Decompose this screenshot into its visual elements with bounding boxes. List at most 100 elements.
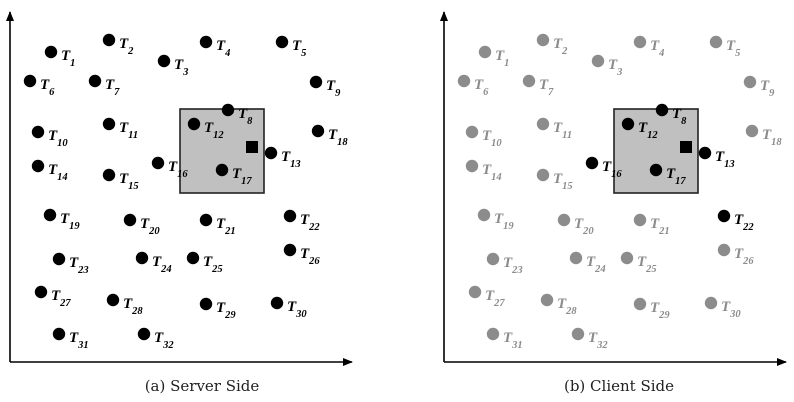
server-point-t17 (215, 163, 229, 177)
client-label-t24: T24 (586, 254, 606, 275)
client-point-t9 (743, 75, 757, 89)
server-label-t23: T23 (69, 255, 89, 276)
client-label-t6: T6 (474, 77, 489, 98)
client-point-t12 (621, 117, 635, 131)
server-label-t11: T11 (119, 120, 138, 141)
client-point-t11 (536, 117, 550, 131)
server-point-t14 (31, 159, 45, 173)
client-point-t7 (522, 74, 536, 88)
server-label-t13: T13 (281, 149, 301, 170)
server-side-caption: (a) Server Side (145, 377, 260, 395)
server-point-t6 (23, 74, 37, 88)
server-label-t14: T14 (48, 162, 68, 183)
client-label-t19: T19 (494, 211, 514, 232)
server-point-t21 (199, 213, 213, 227)
client-label-t22: T22 (734, 212, 754, 233)
client-label-t26: T26 (734, 246, 754, 267)
client-point-t27 (468, 285, 482, 299)
client-point-t13 (698, 146, 712, 160)
server-point-t23 (52, 252, 66, 266)
client-point-t26 (717, 243, 731, 257)
client-label-t2: T2 (553, 36, 568, 57)
server-point-t11 (102, 117, 116, 131)
server-point-t12 (187, 117, 201, 131)
client-point-t2 (536, 33, 550, 47)
client-point-t22 (717, 209, 731, 223)
server-label-t6: T6 (40, 77, 55, 98)
client-label-t9: T9 (760, 78, 775, 99)
client-label-t30: T30 (721, 299, 741, 320)
server-point-t2 (102, 33, 116, 47)
server-label-t4: T4 (216, 38, 230, 59)
client-label-t7: T7 (539, 77, 554, 98)
client-point-t14 (465, 159, 479, 173)
client-point-t31 (486, 327, 500, 341)
client-point-t17 (649, 163, 663, 177)
client-label-t10: T10 (482, 128, 502, 149)
server-point-t32 (137, 327, 151, 341)
server-label-t21: T21 (216, 216, 236, 237)
server-label-t9: T9 (326, 78, 341, 99)
server-label-t32: T32 (154, 330, 174, 351)
server-label-t29: T29 (216, 300, 236, 321)
server-label-t3: T3 (174, 57, 188, 78)
server-label-t20: T20 (140, 216, 160, 237)
client-point-t23 (486, 252, 500, 266)
server-point-t29 (199, 297, 213, 311)
server-label-t22: T22 (300, 212, 320, 233)
server-point-t28 (106, 293, 120, 307)
server-point-t26 (283, 243, 297, 257)
client-point-t6 (457, 74, 471, 88)
client-label-t4: T4 (650, 38, 664, 59)
server-label-t5: T5 (292, 38, 306, 59)
server-point-t9 (309, 75, 323, 89)
server-point-t30 (270, 296, 284, 310)
server-point-t24 (135, 251, 149, 265)
server-label-t15: T15 (119, 171, 139, 192)
client-label-t20: T20 (574, 216, 594, 237)
client-point-t32 (571, 327, 585, 341)
client-label-t25: T25 (637, 254, 657, 275)
server-label-t18: T18 (328, 127, 348, 148)
server-point-t1 (44, 45, 58, 59)
client-label-t13: T13 (715, 149, 735, 170)
server-point-t16 (151, 156, 165, 170)
client-point-t4 (633, 35, 647, 49)
client-point-t8 (655, 103, 669, 117)
client-point-t15 (536, 168, 550, 182)
client-point-t18 (745, 124, 759, 138)
client-point-t10 (465, 125, 479, 139)
client-label-t11: T11 (553, 120, 572, 141)
client-point-t3 (591, 54, 605, 68)
client-point-t28 (540, 293, 554, 307)
server-label-t26: T26 (300, 246, 320, 267)
client-label-t31: T31 (503, 330, 523, 351)
server-label-t27: T27 (51, 288, 71, 309)
server-point-t31 (52, 327, 66, 341)
client-label-t5: T5 (726, 38, 740, 59)
server-point-t18 (311, 124, 325, 138)
client-label-t21: T21 (650, 216, 670, 237)
server-point-t20 (123, 213, 137, 227)
server-point-t7 (88, 74, 102, 88)
server-label-t19: T19 (60, 211, 80, 232)
server-label-t25: T25 (203, 254, 223, 275)
server-query-point (246, 141, 258, 153)
server-label-t31: T31 (69, 330, 89, 351)
client-point-t29 (633, 297, 647, 311)
server-label-t7: T7 (105, 77, 120, 98)
server-point-t10 (31, 125, 45, 139)
client-query-point (680, 141, 692, 153)
client-point-t19 (477, 208, 491, 222)
server-point-t22 (283, 209, 297, 223)
server-label-t1: T1 (61, 48, 75, 69)
server-point-t15 (102, 168, 116, 182)
client-side-caption: (b) Client Side (564, 377, 674, 395)
client-point-t20 (557, 213, 571, 227)
client-label-t32: T32 (588, 330, 608, 351)
client-label-t23: T23 (503, 255, 523, 276)
client-point-t21 (633, 213, 647, 227)
server-point-t19 (43, 208, 57, 222)
server-point-t5 (275, 35, 289, 49)
